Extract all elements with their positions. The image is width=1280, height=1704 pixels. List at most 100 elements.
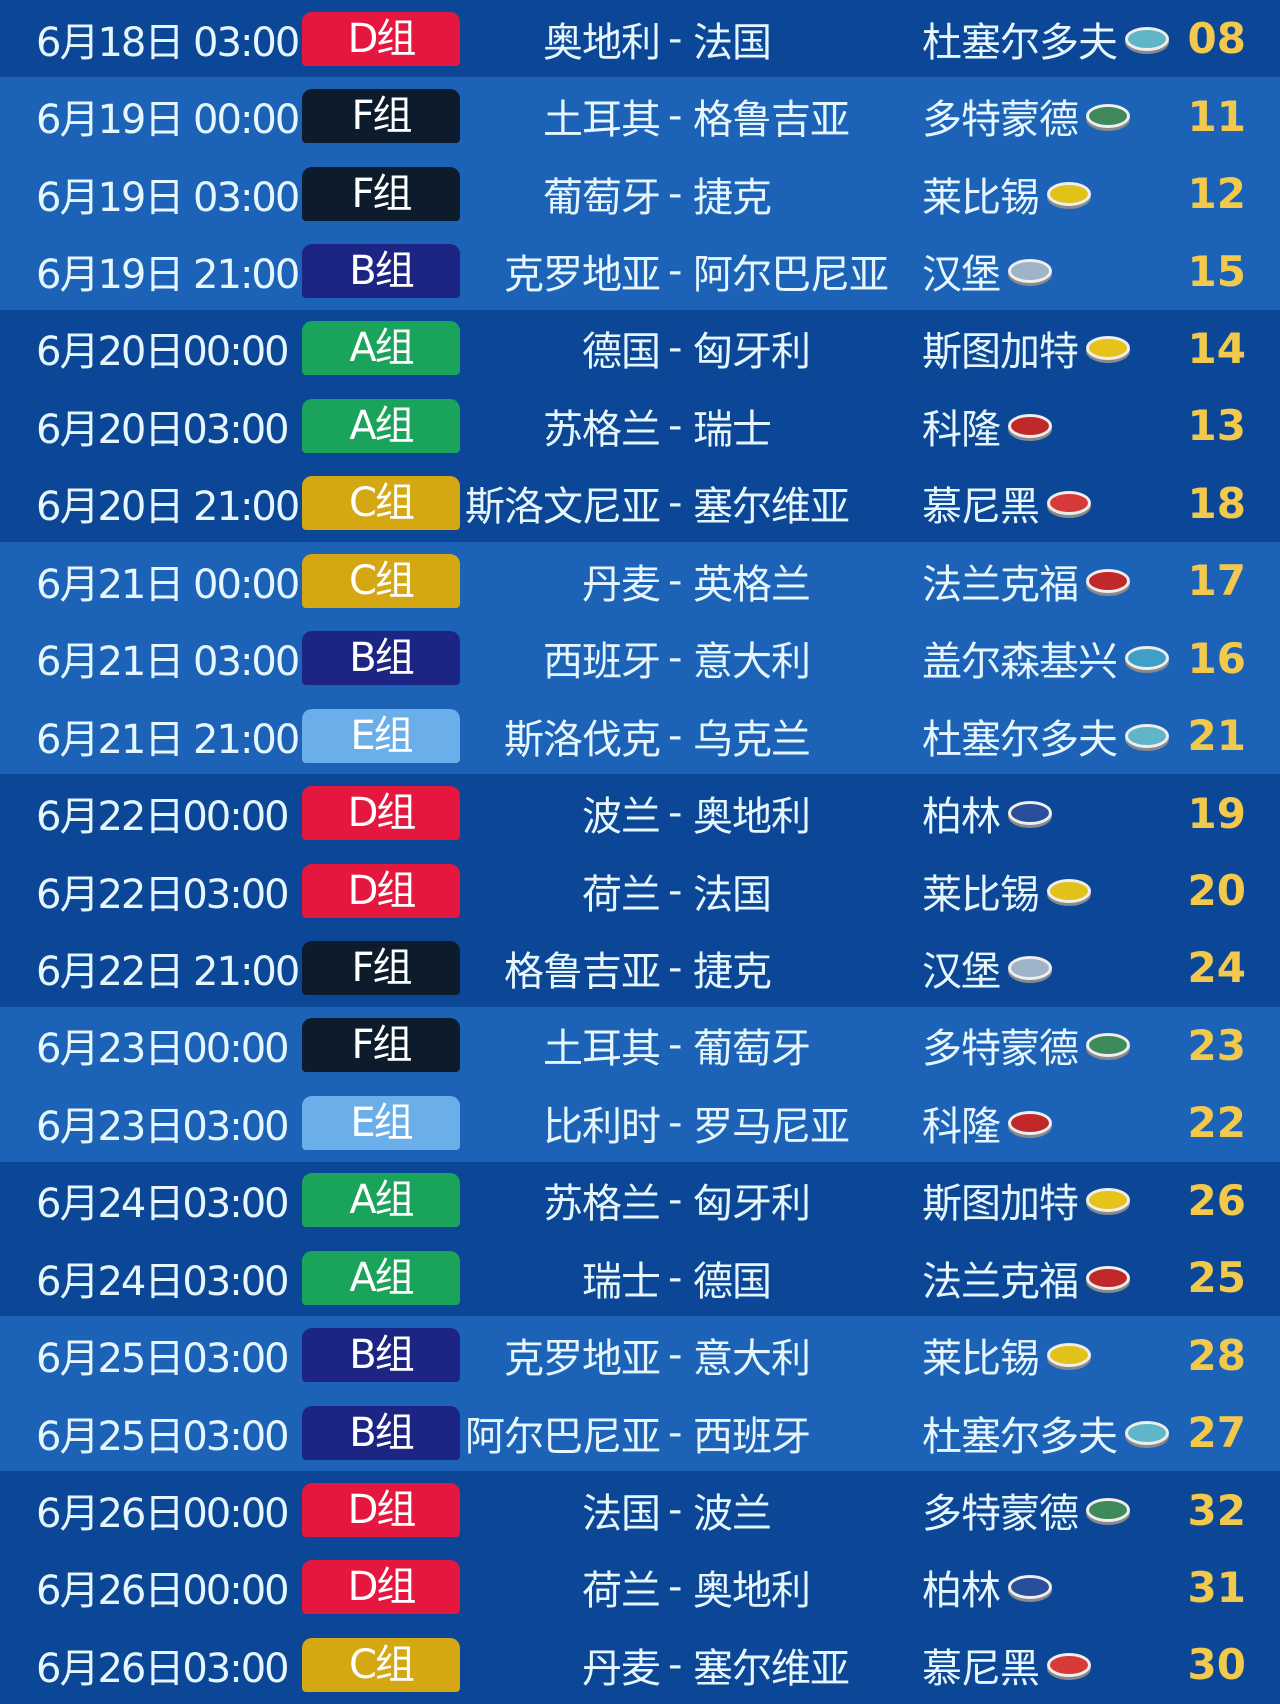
home-team: 格鲁吉亚 [504, 948, 661, 995]
venue: 杜塞尔多夫 [922, 1404, 1169, 1462]
venue-name: 科隆 [922, 406, 1001, 453]
group-badge: B组 [302, 631, 460, 686]
venue: 法兰克福 [922, 1249, 1130, 1307]
match-datetime: 6月20日 21:00 [36, 484, 300, 531]
venue-name: 慕尼黑 [922, 484, 1040, 531]
match-row: 6月21日 21:00 E组 斯洛伐克 - 乌克兰 杜塞尔多夫 21 [0, 696, 1280, 775]
venue-name: 法兰克福 [922, 561, 1079, 608]
stadium-icon [1086, 1033, 1130, 1058]
group-badge: B组 [302, 1328, 460, 1383]
match-number: 24 [1187, 943, 1246, 993]
venue-name: 莱比锡 [922, 1336, 1040, 1383]
group-badge: D组 [302, 786, 460, 841]
stadium-icon [1008, 413, 1052, 438]
match-row: 6月19日 00:00 F组 土耳其 - 格鲁吉亚 多特蒙德 11 [0, 77, 1280, 155]
group-badge: B组 [302, 1405, 460, 1460]
match-datetime: 6月21日 00:00 [36, 561, 300, 608]
group-badge: C组 [302, 476, 460, 531]
venue-name: 斯图加特 [922, 329, 1079, 376]
match-number: 14 [1187, 323, 1246, 373]
match-datetime: 6月22日00:00 [36, 794, 290, 841]
home-team: 克罗地亚 [504, 252, 661, 299]
group-badge: F组 [302, 940, 460, 995]
away-team: 奥地利 [693, 1568, 811, 1615]
match-datetime: 6月22日 21:00 [36, 948, 300, 995]
away-team: 乌克兰 [693, 716, 811, 763]
match-datetime: 6月25日03:00 [36, 1413, 290, 1460]
home-team: 荷兰 [582, 871, 661, 918]
group-badge: A组 [302, 321, 460, 376]
versus-separator: - [668, 1332, 683, 1379]
home-team: 瑞士 [582, 1258, 661, 1305]
home-team: 苏格兰 [543, 406, 661, 453]
match-datetime: 6月18日 03:00 [36, 19, 300, 66]
away-team: 德国 [693, 1258, 772, 1305]
home-team: 苏格兰 [543, 1181, 661, 1228]
versus-separator: - [668, 248, 683, 295]
versus-separator: - [668, 867, 683, 914]
away-team: 匈牙利 [693, 329, 811, 376]
match-number: 15 [1187, 246, 1246, 296]
match-row: 6月20日 21:00 C组 斯洛文尼亚 - 塞尔维亚 慕尼黑 18 [0, 464, 1280, 543]
group-badge: A组 [302, 398, 460, 453]
stadium-icon [1047, 491, 1091, 516]
match-row: 6月21日 00:00 C组 丹麦 - 英格兰 法兰克福 17 [0, 542, 1280, 620]
home-team: 荷兰 [582, 1568, 661, 1615]
match-number: 12 [1187, 169, 1246, 219]
match-row: 6月22日00:00 D组 波兰 - 奥地利 柏林 19 [0, 774, 1280, 852]
match-number: 23 [1187, 1020, 1246, 1070]
match-number: 25 [1187, 1253, 1246, 1303]
match-datetime: 6月20日03:00 [36, 406, 290, 453]
versus-separator: - [668, 15, 683, 62]
match-row: 6月25日03:00 B组 克罗地亚 - 意大利 莱比锡 28 [0, 1316, 1280, 1394]
stadium-icon [1008, 1110, 1052, 1135]
match-datetime: 6月26日00:00 [36, 1568, 290, 1615]
group-badge: D组 [302, 863, 460, 918]
venue-name: 斯图加特 [922, 1181, 1079, 1228]
versus-separator: - [668, 1254, 683, 1301]
versus-separator: - [668, 1564, 683, 1611]
home-team: 斯洛伐克 [504, 716, 661, 763]
versus-separator: - [668, 170, 683, 217]
match-datetime: 6月23日03:00 [36, 1103, 290, 1150]
venue: 柏林 [922, 784, 1052, 842]
match-datetime: 6月21日 21:00 [36, 716, 300, 763]
versus-separator: - [668, 790, 683, 837]
stadium-icon [1086, 568, 1130, 593]
versus-separator: - [668, 402, 683, 449]
group-badge: A组 [302, 1250, 460, 1305]
venue: 杜塞尔多夫 [922, 10, 1169, 68]
venue-name: 柏林 [922, 1568, 1001, 1615]
match-datetime: 6月19日 03:00 [36, 174, 300, 221]
home-team: 奥地利 [543, 19, 661, 66]
versus-separator: - [668, 93, 683, 140]
venue: 多特蒙德 [922, 1481, 1130, 1539]
match-number: 17 [1187, 556, 1246, 606]
match-row: 6月21日 03:00 B组 西班牙 - 意大利 盖尔森基兴 16 [0, 619, 1280, 697]
match-row: 6月24日03:00 A组 苏格兰 - 匈牙利 斯图加特 26 [0, 1161, 1280, 1239]
venue: 多特蒙德 [922, 87, 1130, 145]
group-badge: A组 [302, 1173, 460, 1228]
match-row: 6月26日03:00 C组 丹麦 - 塞尔维亚 慕尼黑 30 [0, 1626, 1280, 1704]
versus-separator: - [668, 944, 683, 991]
group-badge: D组 [302, 11, 460, 66]
match-row: 6月25日03:00 B组 阿尔巴尼亚 - 西班牙 杜塞尔多夫 27 [0, 1393, 1280, 1472]
match-row: 6月22日 21:00 F组 格鲁吉亚 - 捷克 汉堡 24 [0, 929, 1280, 1007]
home-team: 西班牙 [543, 639, 661, 686]
away-team: 塞尔维亚 [693, 1645, 850, 1692]
home-team: 德国 [582, 329, 661, 376]
home-team: 葡萄牙 [543, 174, 661, 221]
venue-name: 莱比锡 [922, 871, 1040, 918]
versus-separator: - [668, 480, 683, 527]
venue-name: 杜塞尔多夫 [922, 19, 1118, 66]
stadium-icon [1047, 1343, 1091, 1368]
away-team: 奥地利 [693, 794, 811, 841]
venue-name: 莱比锡 [922, 174, 1040, 221]
match-datetime: 6月19日 21:00 [36, 252, 300, 299]
away-team: 葡萄牙 [693, 1026, 811, 1073]
away-team: 塞尔维亚 [693, 484, 850, 531]
away-team: 法国 [693, 871, 772, 918]
group-badge: F组 [302, 1018, 460, 1073]
match-number: 19 [1187, 788, 1246, 838]
match-number: 28 [1187, 1330, 1246, 1380]
